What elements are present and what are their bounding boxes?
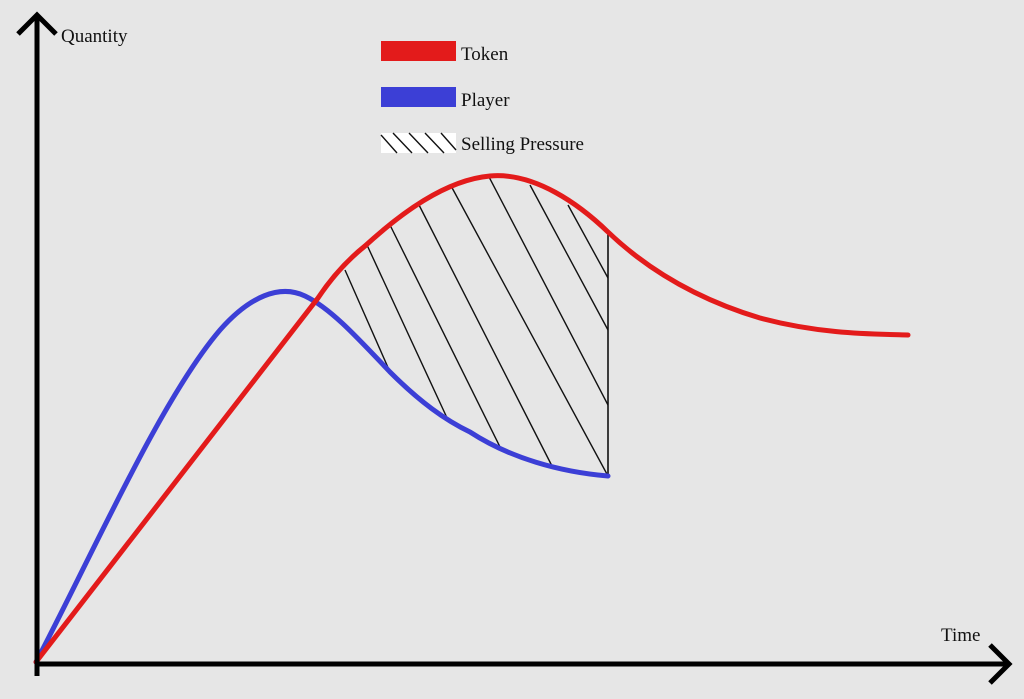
legend-item-player: Player [381,87,510,111]
selling-pressure-region [344,175,609,476]
player-curve [33,288,611,665]
x-axis-label: Time [941,625,980,646]
x-axis-arrowhead [988,643,1013,685]
y-axis-label: Quantity [61,26,128,47]
legend-swatch-selling-pressure [380,132,457,154]
legend-swatch-player [381,87,456,107]
legend-label-token: Token [461,44,509,65]
legend-label-selling-pressure: Selling Pressure [461,134,584,155]
axes [16,11,1013,685]
legend-label-player: Player [461,90,510,111]
legend-item-selling-pressure: Selling Pressure [380,132,584,155]
legend-swatch-token [381,41,456,61]
y-axis-arrowhead [16,11,58,36]
token-curve [33,173,911,665]
legend: Token Player Selling Pressure [380,41,584,155]
legend-item-token: Token [381,41,509,65]
